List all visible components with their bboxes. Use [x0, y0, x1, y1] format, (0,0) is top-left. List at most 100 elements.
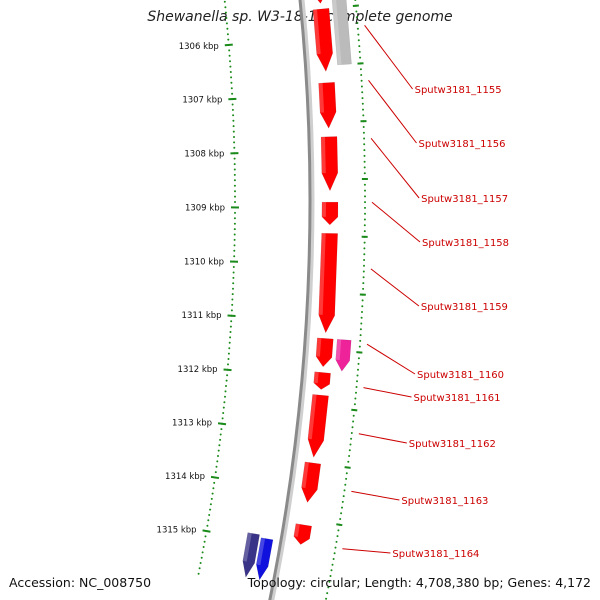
- gene-label[interactable]: Sputw3181_1163: [401, 496, 488, 507]
- ruler-dot: [210, 497, 213, 500]
- track-dot: [362, 276, 365, 279]
- gene-highlight: [256, 537, 266, 566]
- track-dot: [361, 311, 363, 313]
- ruler-dot: [232, 282, 235, 285]
- ruler-dot: [209, 508, 212, 511]
- ruler-dot: [228, 54, 231, 57]
- ruler-dot: [233, 184, 236, 187]
- ruler-dot: [231, 108, 234, 111]
- gene-label[interactable]: Sputw3181_1159: [421, 302, 508, 313]
- label-leader-line: [342, 548, 391, 554]
- label-leader-line: [351, 490, 400, 501]
- label-leader-line: [370, 268, 420, 307]
- track-dot: [330, 569, 333, 572]
- ruler-dot: [232, 130, 235, 133]
- backbone-shadow: [269, 0, 315, 600]
- track-dot: [358, 345, 361, 348]
- gene-highlight: [318, 83, 325, 113]
- track-dot: [363, 241, 366, 244]
- ruler-dot: [230, 87, 233, 90]
- track-tick: [336, 523, 343, 527]
- ruler-dot: [209, 503, 212, 506]
- ruler-dot: [229, 336, 232, 339]
- ruler-dot: [233, 173, 236, 176]
- track-dot: [337, 529, 340, 532]
- gene-label[interactable]: Sputw3181_1157: [421, 194, 508, 205]
- ruler-dot: [215, 465, 218, 468]
- gene-label[interactable]: Sputw3181_1161: [414, 393, 501, 404]
- track-dot: [363, 247, 366, 250]
- kbp-tick: [202, 529, 211, 533]
- track-dot: [361, 97, 364, 100]
- kbp-tick: [217, 422, 227, 426]
- track-tick: [352, 4, 359, 8]
- ruler-dot: [217, 455, 219, 457]
- ruler-dot: [203, 540, 206, 543]
- track-dot: [357, 39, 360, 42]
- track-dot: [358, 45, 361, 48]
- track-dot: [364, 189, 366, 192]
- gene-highlight: [242, 532, 252, 562]
- track-dot: [363, 224, 366, 227]
- forward-gene: [301, 461, 322, 503]
- label-leader-line: [368, 79, 417, 144]
- track-dot: [358, 50, 361, 53]
- gene-highlight: [316, 337, 322, 357]
- track-dot: [343, 489, 346, 492]
- genome-title: Shewanella sp. W3-18-1, complete genome: [147, 9, 453, 25]
- gene-label[interactable]: Sputw3181_1164: [392, 549, 479, 560]
- ruler-dot: [226, 374, 229, 377]
- track-dot: [364, 212, 366, 215]
- ruler-dot: [229, 331, 232, 333]
- track-dot: [364, 195, 366, 198]
- kbp-tick: [223, 368, 232, 372]
- gene-label[interactable]: Sputw3181_1160: [417, 370, 504, 381]
- gene-label[interactable]: Sputw3181_1162: [409, 439, 496, 450]
- forward-gene: [312, 8, 333, 73]
- gene-label[interactable]: Sputw3181_1155: [415, 85, 502, 96]
- track-dot: [364, 201, 366, 204]
- track-dot: [363, 149, 366, 152]
- track-dot: [359, 56, 362, 59]
- track-dot: [363, 166, 366, 169]
- track-dot: [355, 10, 358, 13]
- gene-highlight: [321, 136, 326, 174]
- ruler-dot: [198, 567, 201, 570]
- track-tick: [344, 466, 351, 469]
- gene-label[interactable]: Sputw3181_1156: [419, 139, 506, 150]
- track-dot: [348, 455, 351, 457]
- ruler-dot: [232, 276, 235, 279]
- ruler-dot: [225, 385, 227, 387]
- ruler-dot: [233, 238, 236, 241]
- track-dot: [327, 586, 330, 589]
- ruler-dot: [222, 412, 225, 414]
- ruler-dot: [222, 406, 225, 409]
- track-dot: [355, 386, 358, 388]
- ruler-dot: [225, 22, 228, 25]
- forward-gene: [320, 136, 339, 192]
- ruler-dot: [232, 114, 235, 117]
- track-dot: [360, 79, 363, 82]
- ruler-dot: [230, 320, 233, 323]
- ruler-dot: [225, 379, 228, 382]
- track-dot: [350, 432, 353, 434]
- ruler-dot: [228, 341, 231, 344]
- track-dot: [356, 380, 358, 383]
- ruler-dot: [221, 417, 224, 420]
- genome-summary-text: Topology: circular; Length: 4,708,380 bp…: [247, 575, 591, 590]
- ruler-dot: [228, 347, 231, 350]
- ruler-dot: [223, 0, 226, 3]
- track-dot: [357, 357, 360, 360]
- label-leader-line: [363, 387, 412, 398]
- track-dot: [363, 230, 366, 233]
- forward-gene: [293, 523, 312, 545]
- track-dot: [357, 33, 360, 36]
- forward-gene: [317, 0, 323, 4]
- ruler-dot: [216, 460, 219, 463]
- track-dot: [361, 91, 364, 94]
- track-dot: [363, 160, 366, 163]
- track-dot: [355, 391, 357, 394]
- track-dot: [362, 114, 365, 117]
- gene-label[interactable]: Sputw3181_1158: [422, 238, 509, 249]
- track-dot: [362, 131, 365, 134]
